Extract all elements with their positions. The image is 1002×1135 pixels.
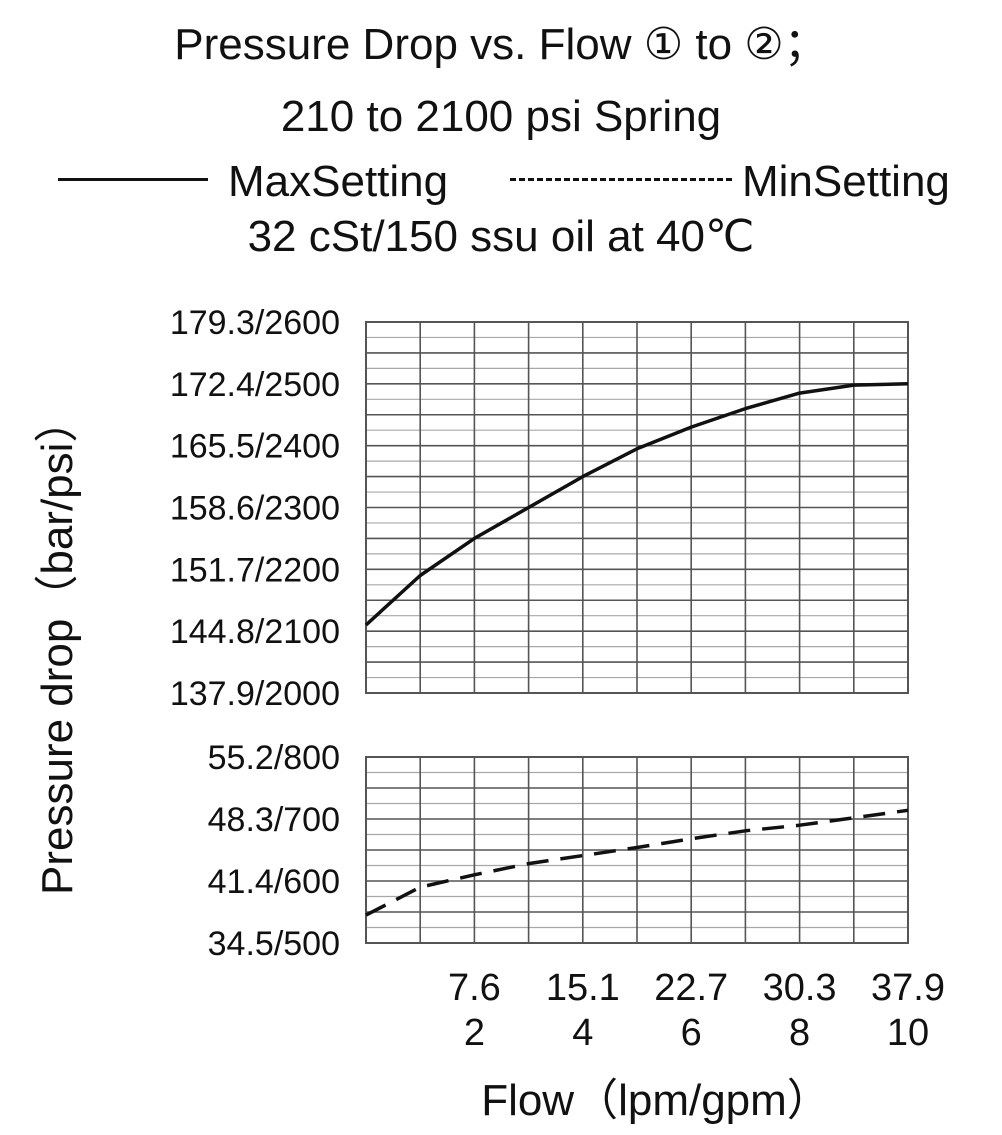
lower-plot-frame <box>365 756 909 944</box>
lower-y-tick-label: 48.3/700 <box>208 801 340 839</box>
upper-y-tick-label: 151.7/2200 <box>170 551 340 589</box>
x-tick-label-gpm: 10 <box>887 1012 929 1054</box>
lower-y-tick-label: 34.5/500 <box>208 925 340 963</box>
upper-y-tick-label: 144.8/2100 <box>170 613 340 651</box>
x-tick-label-gpm: 4 <box>572 1012 593 1054</box>
upper-y-tick-label: 137.9/2000 <box>170 675 340 713</box>
series-line-minsetting <box>365 808 909 917</box>
upper-y-tick-label: 165.5/2400 <box>170 428 340 466</box>
lower-y-tick-label: 55.2/800 <box>208 739 340 777</box>
x-tick-label-lpm: 30.3 <box>763 967 837 1009</box>
x-tick-label-lpm: 22.7 <box>654 967 728 1009</box>
x-tick-label-gpm: 8 <box>789 1012 810 1054</box>
legend: MaxSetting MinSetting <box>0 152 1002 212</box>
upper-y-tick-label: 158.6/2300 <box>170 490 340 528</box>
x-tick-label-gpm: 6 <box>681 1012 702 1054</box>
upper-y-tick-label: 179.3/2600 <box>170 304 340 342</box>
upper-y-tick-label: 172.4/2500 <box>170 366 340 404</box>
x-tick-label-lpm: 7.6 <box>448 967 501 1009</box>
x-tick-label-lpm: 37.9 <box>871 967 945 1009</box>
x-tick-label-gpm: 2 <box>464 1012 485 1054</box>
chart-subtitle: 32 cSt/150 ssu oil at 40℃ <box>247 212 755 261</box>
legend-solid-line-swatch <box>58 178 208 181</box>
series-line-maxsetting <box>364 382 909 627</box>
legend-max-setting-label: MaxSetting <box>228 157 449 206</box>
chart-title-line-1: Pressure Drop vs. Flow ① to ②； <box>174 20 828 69</box>
lower-y-tick-label: 41.4/600 <box>208 863 340 901</box>
upper-plot-frame <box>365 321 909 694</box>
y-axis-label: Pressure drop（bar/psi） <box>33 398 82 895</box>
chart-title-line-2: 210 to 2100 psi Spring <box>280 92 722 141</box>
x-axis-label: Flow（lpm/gpm） <box>481 1076 831 1125</box>
legend-dashed-line-swatch <box>510 178 732 181</box>
legend-min-setting-label: MinSetting <box>742 157 950 206</box>
x-tick-label-lpm: 15.1 <box>546 967 620 1009</box>
